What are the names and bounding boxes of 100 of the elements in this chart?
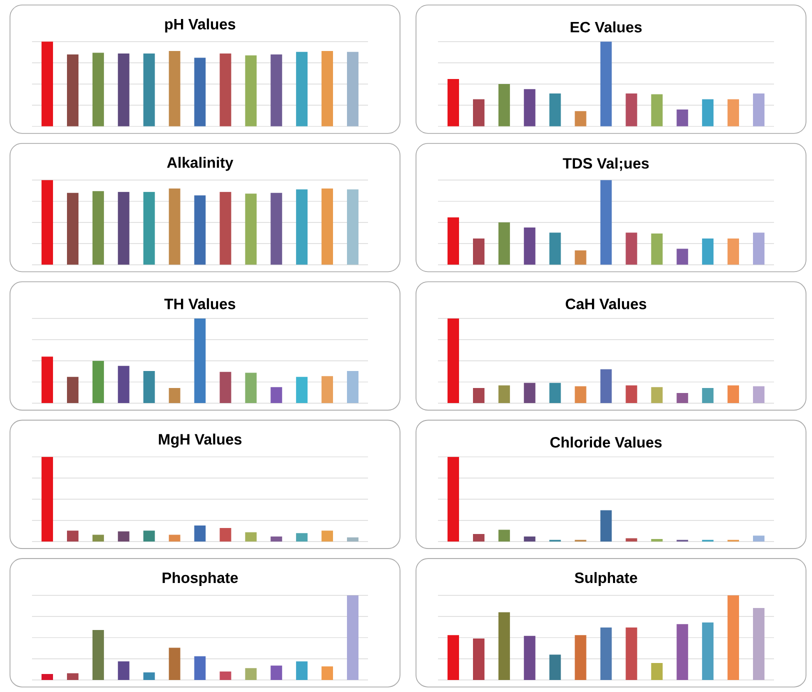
bar xyxy=(92,52,104,126)
bar xyxy=(676,393,688,404)
chart-title: TH Values xyxy=(164,298,236,310)
bar xyxy=(498,84,510,126)
bar xyxy=(194,525,206,542)
bar xyxy=(626,627,638,680)
bar xyxy=(728,238,740,265)
bar xyxy=(66,530,78,542)
chart-title: Chloride Values xyxy=(550,436,662,448)
bar xyxy=(752,386,764,404)
bar xyxy=(651,94,663,126)
bar xyxy=(524,89,536,126)
bar xyxy=(296,661,308,680)
bar xyxy=(346,52,358,126)
bar xyxy=(220,372,232,404)
bar xyxy=(574,635,586,680)
bar xyxy=(346,370,358,404)
bar xyxy=(270,54,282,126)
bar xyxy=(626,538,638,542)
bar xyxy=(143,370,155,404)
bar xyxy=(702,238,714,265)
bar xyxy=(92,191,104,265)
chart-title: MgH Values xyxy=(158,434,242,448)
bar xyxy=(728,595,740,680)
bar xyxy=(66,192,78,265)
bar xyxy=(702,99,714,126)
bar xyxy=(752,608,764,680)
bar xyxy=(66,673,78,680)
bar xyxy=(66,376,78,404)
bar xyxy=(168,534,180,542)
bar xyxy=(42,356,54,404)
bar xyxy=(498,222,510,265)
bar xyxy=(448,78,460,126)
bar xyxy=(651,663,663,680)
bar xyxy=(220,192,232,265)
bar xyxy=(600,42,612,126)
bar xyxy=(676,109,688,126)
bar xyxy=(245,55,257,126)
bar xyxy=(245,194,257,265)
bar xyxy=(346,537,358,542)
bar xyxy=(92,360,104,404)
bar xyxy=(220,672,232,680)
bar xyxy=(472,388,484,404)
bar xyxy=(752,536,764,542)
bar xyxy=(220,528,232,542)
chart-title: Sulphate xyxy=(574,572,638,586)
bar xyxy=(448,635,460,680)
bar xyxy=(574,386,586,404)
bar xyxy=(92,534,104,542)
bar xyxy=(752,93,764,126)
bar xyxy=(270,536,282,542)
bar xyxy=(524,536,536,542)
bar xyxy=(498,612,510,680)
bar xyxy=(676,248,688,265)
bar xyxy=(296,533,308,542)
bar xyxy=(168,648,180,680)
bar xyxy=(245,668,257,680)
bar xyxy=(194,656,206,680)
bar xyxy=(651,233,663,265)
bar xyxy=(626,232,638,265)
chart-title: pH Values xyxy=(165,18,236,32)
bar xyxy=(194,195,206,265)
bar xyxy=(322,530,334,542)
bar xyxy=(574,111,586,126)
bar xyxy=(600,627,612,680)
bar xyxy=(296,189,308,265)
bar xyxy=(702,622,714,680)
bar xyxy=(626,93,638,126)
bar xyxy=(270,666,282,680)
bar xyxy=(245,372,257,404)
bar xyxy=(143,672,155,680)
bar xyxy=(42,674,54,680)
bar xyxy=(651,539,663,542)
bar xyxy=(728,99,740,126)
bar xyxy=(549,232,561,265)
bar xyxy=(118,366,130,404)
bar xyxy=(322,51,334,126)
bar xyxy=(346,595,358,680)
bar xyxy=(524,636,536,680)
bar xyxy=(245,532,257,542)
bar xyxy=(752,232,764,265)
bar xyxy=(143,192,155,265)
bar xyxy=(322,376,334,404)
bar xyxy=(322,188,334,265)
bar xyxy=(524,382,536,404)
bar xyxy=(472,99,484,126)
bar xyxy=(270,387,282,404)
bar xyxy=(220,54,232,126)
bar xyxy=(42,42,54,126)
bar xyxy=(524,228,536,265)
chart-title: Alkalinity xyxy=(167,156,234,171)
bar xyxy=(472,534,484,542)
chart-title: TDS Val;ues xyxy=(562,158,649,171)
bar xyxy=(676,624,688,680)
bar xyxy=(42,180,54,265)
bar xyxy=(626,385,638,404)
bar xyxy=(322,666,334,680)
bar xyxy=(296,52,308,126)
bar xyxy=(194,58,206,126)
bar xyxy=(270,192,282,265)
